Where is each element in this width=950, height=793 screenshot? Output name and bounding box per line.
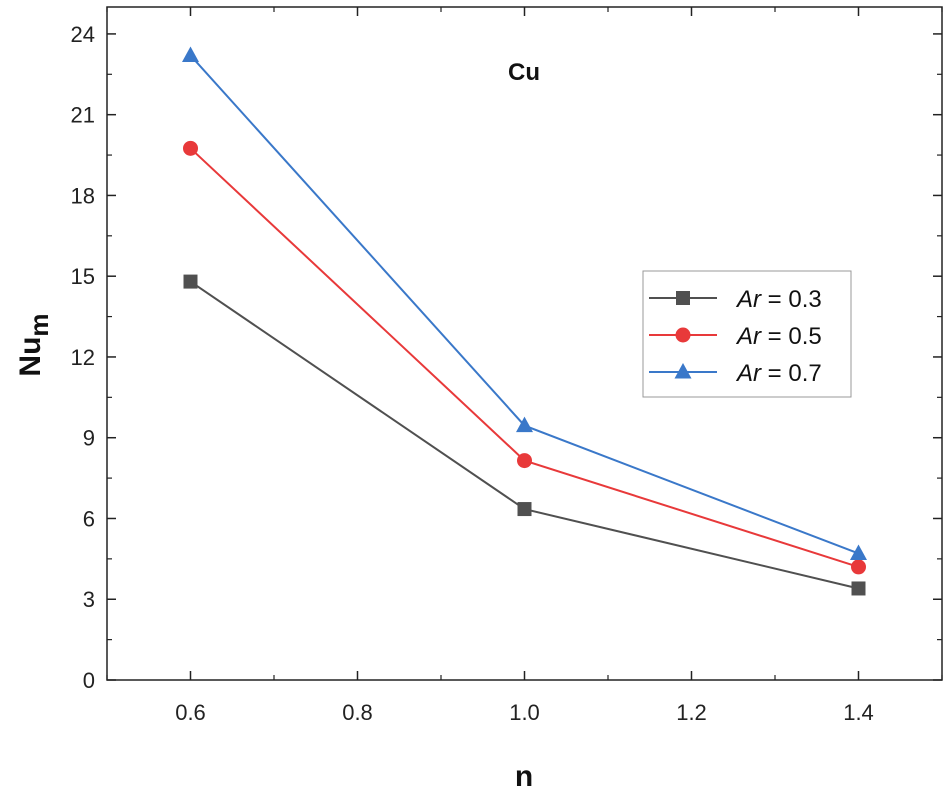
x-tick-label: 1.0 <box>509 700 540 725</box>
x-axis-title: n <box>515 760 533 793</box>
legend-label-val: = 0.7 <box>761 360 822 387</box>
legend-label: Ar = 0.7 <box>735 360 822 387</box>
x-tick-label: 1.4 <box>843 700 874 725</box>
series-3 <box>182 46 867 560</box>
y-tick-label: 3 <box>83 587 95 612</box>
data-point <box>183 274 198 289</box>
legend-item: Ar = 0.3 <box>649 286 822 313</box>
x-tick-label: 1.2 <box>676 700 707 725</box>
y-axis-title: Num <box>14 313 54 376</box>
data-point <box>182 46 199 62</box>
data-point <box>183 140 198 156</box>
y-tick-label: 18 <box>71 183 95 208</box>
legend-label-val: = 0.3 <box>761 286 822 313</box>
legend-item: Ar = 0.5 <box>649 323 822 350</box>
y-axis-title-main: Nu <box>14 337 47 377</box>
series-layer <box>182 46 867 596</box>
series-1 <box>183 274 866 596</box>
legend-label-val: = 0.5 <box>761 323 822 350</box>
data-point <box>850 544 867 560</box>
data-point <box>851 559 866 575</box>
data-point <box>517 502 532 517</box>
legend-item: Ar = 0.7 <box>649 360 822 387</box>
data-point <box>517 453 532 469</box>
legend-label: Ar = 0.5 <box>735 323 822 350</box>
legend-label-var: Ar <box>735 360 762 387</box>
data-point <box>516 416 533 433</box>
y-axis-title-sub: m <box>24 313 54 336</box>
legend-marker <box>675 327 691 343</box>
legend-marker <box>676 291 690 305</box>
axis-ticks: 0 3 6 9 12 15 18 21 24 0.6 0.8 1.0 1.2 1.4 <box>71 7 943 725</box>
y-tick-label: 12 <box>71 345 95 370</box>
legend-label: Ar = 0.3 <box>735 286 822 313</box>
series-2 <box>183 140 866 575</box>
x-tick-label: 0.6 <box>175 700 206 725</box>
legend-label-var: Ar <box>735 286 762 313</box>
x-tick-label: 0.8 <box>342 700 373 725</box>
legend-label-var: Ar <box>735 323 762 350</box>
chart-title: Cu <box>508 59 540 86</box>
data-point <box>851 581 866 596</box>
y-tick-label: 24 <box>71 22 95 47</box>
y-tick-label: 15 <box>71 264 95 289</box>
legend: Ar = 0.3Ar = 0.5Ar = 0.7 <box>642 270 852 398</box>
y-tick-label: 0 <box>83 668 95 693</box>
y-tick-label: 21 <box>71 103 95 128</box>
legend-marker <box>674 363 692 379</box>
y-tick-label: 6 <box>83 506 95 531</box>
y-tick-label: 9 <box>83 426 95 451</box>
